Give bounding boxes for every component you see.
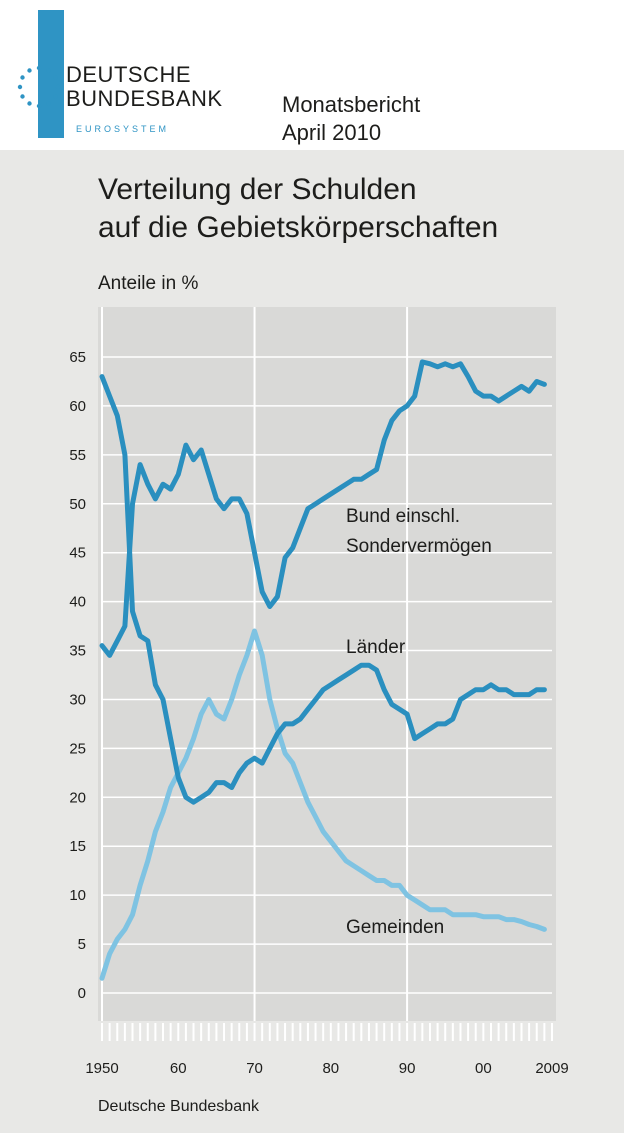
y-tick-label: 60 <box>69 398 86 415</box>
source-note: Deutsche Bundesbank <box>98 1098 259 1115</box>
y-tick-label: 20 <box>69 789 86 806</box>
x-tick-label: 90 <box>399 1060 416 1077</box>
publication-date: April 2010 <box>282 120 382 145</box>
x-tick-label: 2009 <box>535 1060 568 1077</box>
logo-text-deutsche: DEUTSCHE <box>66 62 192 87</box>
plot-area <box>98 307 556 1021</box>
x-tick-label: 60 <box>170 1060 187 1077</box>
series-lines <box>99 359 547 981</box>
x-tick-label: 80 <box>322 1060 339 1077</box>
x-tick-labels: 1950 60 70 80 90 00 2009 <box>85 1060 568 1077</box>
y-tick-label: 5 <box>78 936 86 953</box>
logo-text-bundesbank: BUNDESBANK <box>66 86 223 111</box>
y-tick-label: 0 <box>78 985 86 1002</box>
report-header: DEUTSCHE BUNDESBANK EUROSYSTEM Monatsber… <box>0 0 624 150</box>
series-line-bund <box>99 359 547 658</box>
y-tick-label: 55 <box>69 447 86 464</box>
chart-title-line2: auf die Gebietskörperschaften <box>98 211 499 244</box>
y-tick-label: 25 <box>69 740 86 757</box>
y-tick-label: 35 <box>69 643 86 660</box>
series-annotations: Bund einschl. Sondervermögen Länder Gemeind… <box>346 506 492 938</box>
y-tick-label: 65 <box>69 349 86 366</box>
annotation-bund: Bund einschl. <box>346 506 460 527</box>
y-tick-label: 10 <box>69 887 86 904</box>
publication-name: Monatsbericht <box>282 92 421 117</box>
series-line-laender <box>99 374 547 805</box>
y-tick-label: 15 <box>69 838 86 855</box>
euro-stars-icon <box>17 65 61 109</box>
logo-text-eurosystem: EUROSYSTEM <box>76 124 170 134</box>
x-minor-ticks <box>101 1023 553 1041</box>
y-tick-label: 30 <box>69 691 86 708</box>
annotation-bund: Sondervermögen <box>346 536 492 557</box>
x-tick-label: 1950 <box>85 1060 118 1077</box>
y-tick-label: 50 <box>69 496 86 513</box>
x-tick-label: 00 <box>475 1060 492 1077</box>
y-tick-label: 45 <box>69 545 86 562</box>
annotation-gemeinden: Gemeinden <box>346 917 444 938</box>
grid-lines <box>101 307 552 1021</box>
x-tick-label: 70 <box>246 1060 263 1077</box>
y-tick-label: 40 <box>69 594 86 611</box>
chart-title-line1: Verteilung der Schulden <box>98 173 417 206</box>
bundesbank-logo-bar <box>38 10 64 138</box>
annotation-laender: Länder <box>346 637 406 658</box>
y-axis-unit-label: Anteile in % <box>98 273 199 294</box>
series-line-gemeinden <box>99 628 547 981</box>
